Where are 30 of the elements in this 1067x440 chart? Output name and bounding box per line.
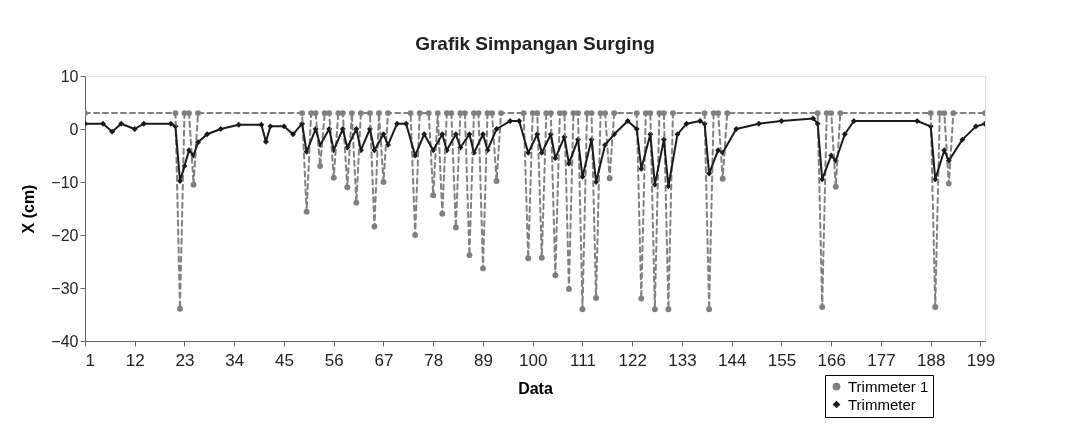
x-tick-label: 177 (867, 350, 896, 370)
x-tick-label: 78 (424, 350, 444, 370)
y-tick-label: −20 (51, 226, 79, 244)
x-tick-label: 199 (966, 350, 996, 370)
y-tick-label: 10 (60, 67, 79, 85)
x-tick-label: 133 (668, 350, 697, 370)
legend-label: Trimmeter 1 (848, 377, 929, 395)
x-tick-label: 111 (570, 350, 596, 370)
y-tick-label: −30 (51, 279, 79, 297)
x-tick-label: 100 (519, 350, 548, 370)
x-tick-label: 67 (374, 350, 394, 370)
legend-label: Trimmeter (848, 395, 916, 413)
x-tick-label: 56 (324, 350, 344, 370)
y-tick-label: −10 (51, 173, 79, 191)
x-tick-label: 122 (618, 350, 647, 370)
x-tick-label: 188 (917, 350, 946, 370)
chart-title: Grafik Simpangan Surging (415, 33, 655, 54)
x-tick-label: 166 (817, 350, 846, 370)
x-tick-label: 34 (225, 350, 245, 370)
y-tick-label: 0 (69, 120, 79, 138)
y-tick-label: −40 (51, 332, 79, 350)
x-tick-label: 45 (275, 350, 294, 370)
x-tick-label: 89 (474, 350, 493, 370)
x-axis-title: Data (518, 379, 553, 397)
x-tick-label: 155 (767, 350, 797, 370)
x-tick-label: 23 (175, 350, 195, 370)
x-tick-label: 144 (718, 350, 747, 370)
x-tick-label: 12 (125, 350, 145, 370)
y-axis-title: X (cm) (20, 184, 38, 234)
x-tick-label: 1 (85, 350, 95, 370)
